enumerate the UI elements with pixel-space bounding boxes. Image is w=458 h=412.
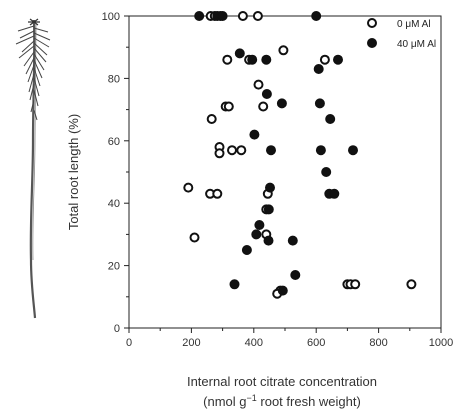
legend-label-0: 0 μM Al xyxy=(397,19,431,30)
point-40uM-al xyxy=(249,129,260,140)
x-tick-label: 600 xyxy=(307,337,325,349)
point-40uM-al xyxy=(194,11,205,21)
legend-label-1: 40 μM Al xyxy=(397,39,436,50)
x-tick-label: 400 xyxy=(245,337,263,349)
point-40uM-al xyxy=(277,285,288,296)
point-40uM-al xyxy=(348,145,358,156)
root-collar xyxy=(28,18,40,26)
point-40uM-al xyxy=(276,98,287,109)
x-axis-units-suffix: root fresh weight) xyxy=(257,394,361,409)
root-illustration xyxy=(15,18,51,319)
point-0uM-al xyxy=(227,145,237,156)
point-40uM-al xyxy=(261,89,272,99)
point-0uM-al xyxy=(252,11,263,21)
point-0uM-al xyxy=(222,54,233,65)
point-0uM-al xyxy=(212,188,223,199)
legend-marker-open xyxy=(367,18,377,28)
x-axis-units: (nmol g−1 root fresh weight) xyxy=(203,393,361,409)
data-points xyxy=(183,11,417,299)
y-axis-title: Total root length (%) xyxy=(66,114,81,230)
point-0uM-al xyxy=(253,79,264,90)
point-40uM-al xyxy=(234,48,245,59)
point-0uM-al xyxy=(278,45,289,56)
point-40uM-al xyxy=(266,145,276,156)
point-40uM-al xyxy=(314,98,325,109)
x-tick-label: 200 xyxy=(182,337,200,349)
point-40uM-al xyxy=(241,245,252,255)
point-40uM-al xyxy=(217,11,228,21)
plot-frame xyxy=(128,15,442,329)
x-axis-units-prefix: (nmol g xyxy=(203,394,246,409)
point-40uM-al xyxy=(247,54,258,65)
point-0uM-al xyxy=(189,232,200,243)
point-0uM-al xyxy=(223,101,234,112)
legend-marker-filled xyxy=(367,38,377,48)
y-tick-label: 80 xyxy=(108,73,120,85)
point-40uM-al xyxy=(329,188,340,199)
point-0uM-al xyxy=(350,279,361,290)
point-40uM-al xyxy=(254,220,265,230)
point-0uM-al xyxy=(406,279,417,290)
point-40uM-al xyxy=(311,11,322,21)
point-0uM-al xyxy=(206,114,217,124)
point-40uM-al xyxy=(313,64,324,74)
point-40uM-al xyxy=(315,145,326,156)
point-40uM-al xyxy=(325,114,336,124)
point-0uM-al xyxy=(236,145,247,156)
y-tick-label: 40 xyxy=(108,198,120,210)
x-axis-ticks xyxy=(128,328,442,333)
x-tick-label: 0 xyxy=(126,337,132,349)
point-40uM-al xyxy=(287,235,298,246)
point-0uM-al xyxy=(183,182,194,193)
point-40uM-al xyxy=(251,229,262,240)
point-0uM-al xyxy=(258,101,269,112)
point-40uM-al xyxy=(261,54,272,65)
y-axis-ticks xyxy=(124,15,129,329)
y-tick-label: 20 xyxy=(108,261,120,273)
y-tick-label: 100 xyxy=(102,11,120,23)
x-tick-label: 800 xyxy=(369,337,387,349)
point-0uM-al xyxy=(214,148,225,159)
y-tick-label: 0 xyxy=(114,323,120,335)
x-axis-units-sup: −1 xyxy=(247,393,257,403)
point-40uM-al xyxy=(265,182,275,193)
x-tick-label: 1000 xyxy=(429,337,453,349)
point-0uM-al xyxy=(237,11,248,21)
point-40uM-al xyxy=(229,279,240,290)
y-tick-label: 60 xyxy=(108,136,120,148)
lateral-roots xyxy=(15,25,51,121)
point-40uM-al xyxy=(263,204,274,215)
x-axis-title: Internal root citrate concentration xyxy=(187,374,377,389)
point-0uM-al xyxy=(319,54,330,65)
x-axis-tick-labels: 0 200 400 600 800 1000 xyxy=(126,337,453,349)
point-40uM-al xyxy=(263,235,274,246)
legend: 0 μM Al 40 μM Al xyxy=(367,18,436,50)
point-40uM-al xyxy=(333,54,343,65)
point-40uM-al xyxy=(290,270,301,280)
point-40uM-al xyxy=(321,167,332,177)
y-axis-tick-labels: 0 20 40 60 80 100 xyxy=(102,11,120,335)
